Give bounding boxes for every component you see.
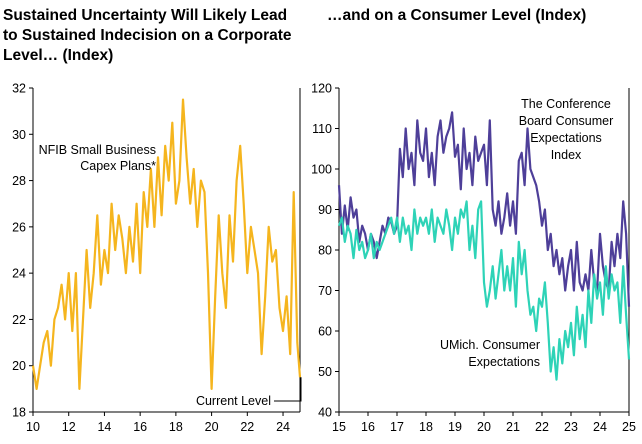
right-chart: 40 50 60 70 80 90 100 110 120 15 16 17 18 19 20 21 22 23 2… [311, 82, 636, 435]
right-x-tick-label: 19 [448, 420, 462, 434]
left-y-tick-label: 26 [12, 220, 26, 234]
right-y-tick-label: 110 [312, 122, 332, 136]
left-chart-title: Sustained Uncertainty Will Likely Lead t… [3, 7, 292, 64]
right-y-tick-label: 120 [311, 82, 332, 96]
right-y-tick-label: 50 [318, 365, 332, 379]
left-y-tick-label: 20 [12, 359, 26, 373]
left-x-tick-label: 22 [240, 420, 254, 434]
left-y-tick-label: 30 [12, 128, 26, 142]
right-y-tick-label: 40 [318, 406, 332, 420]
umich-label: Expectations [468, 355, 540, 369]
right-x-tick-label: 16 [361, 420, 375, 434]
conference-board-label: Index [551, 148, 582, 162]
right-y-tick-label: 90 [318, 203, 332, 217]
left-x-tick-label: 18 [169, 420, 183, 434]
right-series-line-1 [337, 200, 631, 381]
right-x-tick-label: 22 [535, 420, 549, 434]
right-x-tick-label: 24 [593, 420, 607, 434]
nfib-series-label: NFIB Small Business [39, 143, 156, 157]
left-y-tick-label: 22 [12, 313, 26, 327]
left-y-tick-label: 18 [12, 406, 26, 420]
left-series-line-0 [31, 98, 302, 390]
left-x-tick-label: 10 [26, 420, 40, 434]
right-x-tick-label: 21 [506, 420, 520, 434]
right-x-tick-label: 17 [390, 420, 404, 434]
current-level-label: Current Level [196, 394, 271, 408]
right-y-tick-label: 80 [318, 244, 332, 258]
left-x-tick-label: 24 [276, 420, 290, 434]
right-series-line-0 [337, 111, 631, 307]
left-x-tick-label: 12 [62, 420, 76, 434]
left-y-tick-label: 24 [12, 267, 26, 281]
right-chart-title: …and on a Consumer Level (Index) [327, 7, 587, 24]
right-x-tick-label: 25 [622, 420, 636, 434]
conference-board-label: Expectations [530, 131, 602, 145]
left-x-tick-label: 20 [205, 420, 219, 434]
conference-board-label: The Conference [521, 97, 611, 111]
right-y-tick-label: 60 [318, 325, 332, 339]
left-chart: 18 20 22 24 26 28 30 32 10 12 14 16 18 20 22 24 NFIB Sma… [12, 82, 302, 434]
right-x-tick-label: 18 [419, 420, 433, 434]
right-x-tick-label: 15 [332, 420, 346, 434]
left-y-tick-label: 28 [12, 174, 26, 188]
right-y-tick-label: 70 [318, 284, 332, 298]
right-x-tick-label: 23 [564, 420, 578, 434]
umich-label: UMich. Consumer [440, 338, 540, 352]
nfib-series-label: Capex Plans* [80, 159, 156, 173]
right-x-tick-label: 20 [477, 420, 491, 434]
left-x-tick-label: 14 [97, 420, 111, 434]
current-level-leader [274, 377, 302, 402]
conference-board-label: Board Consumer [519, 114, 614, 128]
left-x-tick-label: 16 [133, 420, 147, 434]
left-y-tick-label: 32 [12, 82, 26, 96]
right-y-tick-label: 100 [311, 163, 332, 177]
